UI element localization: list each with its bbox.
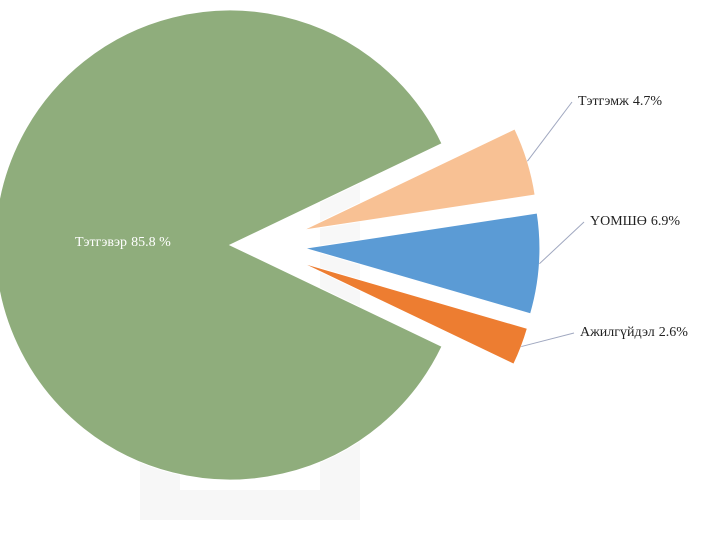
data-label: Ажилгүйдэл 2.6%	[580, 325, 688, 340]
label-name: Ажилгүйдэл	[580, 325, 655, 340]
label-value: 6.9%	[651, 214, 681, 229]
label-name: ҮОМШӨ	[590, 214, 647, 229]
leader-line	[521, 332, 575, 348]
label-name: Тэтгэвэр	[75, 235, 127, 250]
data-label: Тэтгэмж 4.7%	[578, 94, 662, 109]
data-label: ҮОМШӨ 6.9%	[590, 214, 680, 229]
pie-slice	[304, 212, 541, 315]
leader-line	[527, 101, 573, 162]
data-label: Тэтгэвэр 85.8 %	[75, 235, 171, 250]
label-value: 2.6%	[659, 325, 689, 340]
label-name: Тэтгэмж	[578, 94, 629, 109]
label-value: 85.8 %	[131, 235, 171, 250]
pie-slice	[0, 9, 443, 481]
leader-line	[539, 221, 585, 265]
label-value: 4.7%	[633, 94, 663, 109]
pie-slice	[302, 128, 536, 231]
pie-slice	[301, 262, 529, 365]
